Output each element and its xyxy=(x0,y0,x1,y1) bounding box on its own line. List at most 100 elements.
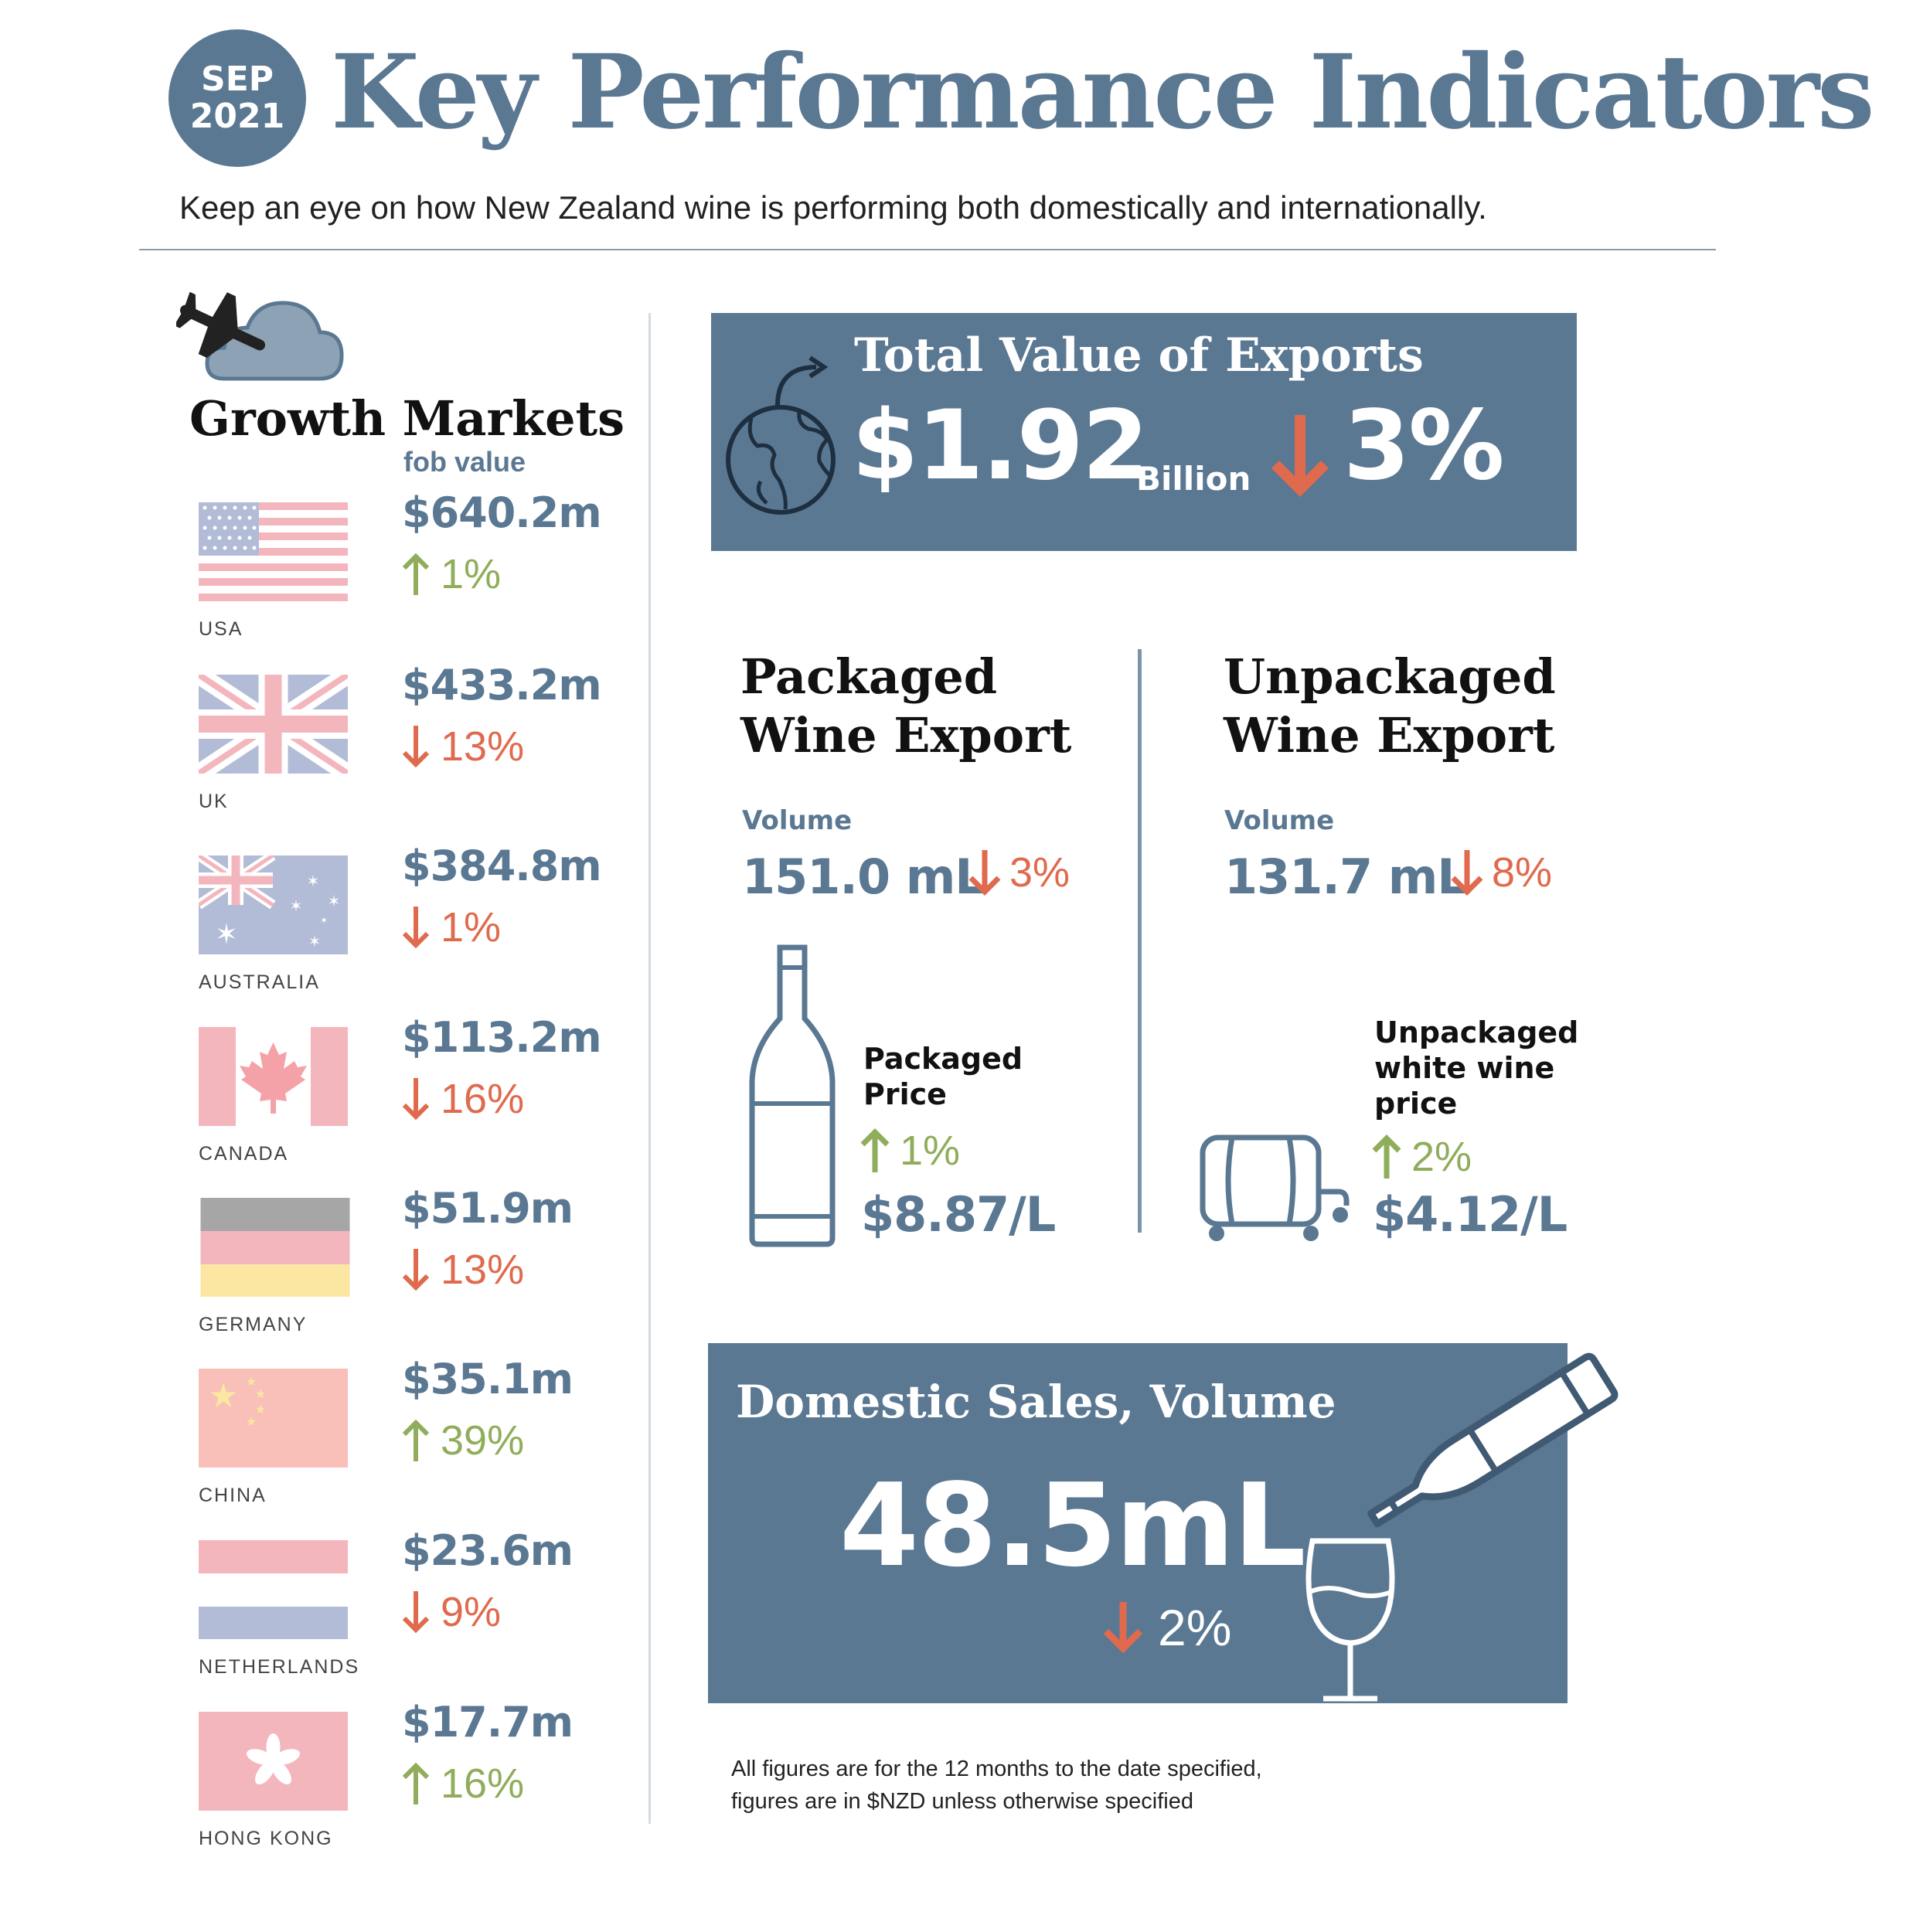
svg-text:★: ★ xyxy=(255,1402,266,1417)
market-australia: ✶ ✶ ✶ ✶ ✶ ✶ AUSTRALIA $384.8m 1% xyxy=(197,842,630,1026)
unpackaged-volume-change: 8% xyxy=(1450,849,1552,896)
wine-export-divider xyxy=(1138,649,1142,1233)
arrow-down-icon xyxy=(402,1078,430,1121)
arrow-down-icon xyxy=(1271,415,1329,497)
market-country: CHINA xyxy=(199,1485,267,1506)
uk-flag-icon xyxy=(199,675,348,774)
exports-unit: Billion xyxy=(1136,460,1251,498)
market-hong-kong: HONG KONG $17.7m 16% xyxy=(197,1698,630,1882)
unpackaged-title-line2: Wine Export xyxy=(1224,707,1555,764)
unpackaged-price-change: 2% xyxy=(1371,1133,1472,1181)
arrow-up-icon xyxy=(1372,1134,1401,1179)
market-change: 16% xyxy=(402,1075,524,1123)
market-change-value: 39% xyxy=(441,1417,525,1464)
market-change-value: 9% xyxy=(441,1589,502,1635)
arrow-up-icon xyxy=(860,1128,890,1172)
svg-text:★: ★ xyxy=(246,1414,257,1429)
packaged-title: Packaged Wine Export xyxy=(740,648,1071,765)
unpackaged-volume-value: 131.7 mL xyxy=(1224,849,1468,905)
market-change-value: 1% xyxy=(441,904,502,951)
exports-title: Total Value of Exports xyxy=(854,328,1424,383)
market-value: $23.6m xyxy=(402,1526,574,1575)
wine-glass-icon xyxy=(1305,1538,1395,1702)
hong-kong-flag-icon xyxy=(199,1712,348,1811)
packaged-volume-value: 151.0 mL xyxy=(742,849,985,905)
globe-export-icon xyxy=(726,355,836,515)
market-country: UK xyxy=(199,791,229,812)
unpackaged-title: Unpackaged Wine Export xyxy=(1224,648,1556,765)
market-change-value: 16% xyxy=(441,1076,525,1122)
packaged-price-label-line1: Packaged xyxy=(863,1042,1023,1076)
market-value: $433.2m xyxy=(402,661,602,709)
domestic-change-value: 2% xyxy=(1158,1599,1232,1656)
packaged-price-change: 1% xyxy=(859,1127,960,1175)
domestic-change: 2% xyxy=(1102,1598,1231,1657)
domestic-title: Domestic Sales, Volume xyxy=(736,1376,1336,1428)
svg-text:★: ★ xyxy=(208,1376,238,1416)
market-change-value: 13% xyxy=(441,1247,525,1293)
badge-month: SEP xyxy=(201,60,274,99)
footnote-line1: All figures are for the 12 months to the… xyxy=(731,1757,1262,1781)
market-change: 9% xyxy=(402,1588,501,1636)
column-divider xyxy=(648,313,651,1824)
wine-barrel-icon xyxy=(1200,1134,1350,1241)
unpackaged-price-label-line3: price xyxy=(1374,1087,1458,1121)
usa-flag-icon xyxy=(199,502,348,601)
svg-text:✶: ✶ xyxy=(308,932,322,951)
exports-value: $1.92 xyxy=(852,390,1149,502)
market-country: HONG KONG xyxy=(199,1828,333,1849)
market-country: USA xyxy=(199,618,243,640)
packaged-title-line1: Packaged xyxy=(740,648,998,705)
market-value: $640.2m xyxy=(402,488,602,537)
market-change: 13% xyxy=(402,723,524,770)
packaged-title-line2: Wine Export xyxy=(740,707,1072,764)
arrow-up-icon xyxy=(402,1419,430,1461)
china-flag-icon: ★ ★ ★ ★ ★ xyxy=(199,1369,348,1468)
domestic-sales-panel: Domestic Sales, Volume 48.5mL 2% xyxy=(708,1343,1568,1703)
packaged-volume-label: Volume xyxy=(742,805,853,836)
market-value: $51.9m xyxy=(402,1184,574,1233)
svg-text:✶: ✶ xyxy=(328,892,341,910)
market-china: ★ ★ ★ ★ ★ CHINA $35.1m 39% xyxy=(197,1355,630,1539)
fob-value-label: fob value xyxy=(403,446,526,478)
badge-year: 2021 xyxy=(189,97,285,136)
market-change: 1% xyxy=(402,550,501,598)
market-change: 39% xyxy=(402,1417,524,1464)
unpackaged-price-label-line1: Unpackaged xyxy=(1374,1015,1579,1049)
arrow-down-icon xyxy=(1103,1602,1143,1654)
market-country: NETHERLANDS xyxy=(199,1656,360,1678)
packaged-price-value: $8.87/L xyxy=(861,1186,1056,1243)
market-change: 1% xyxy=(402,903,501,951)
svg-text:✶: ✶ xyxy=(320,915,328,926)
market-change-value: 1% xyxy=(441,551,502,597)
page-subtitle: Keep an eye on how New Zealand wine is p… xyxy=(179,189,1487,226)
market-change: 13% xyxy=(402,1246,524,1294)
packaged-volume-change: 3% xyxy=(968,849,1070,896)
footnote: All figures are for the 12 months to the… xyxy=(731,1753,1262,1818)
market-change-value: 13% xyxy=(441,723,525,770)
arrow-down-icon xyxy=(1451,850,1483,896)
svg-text:✶: ✶ xyxy=(290,896,303,915)
market-country: GERMANY xyxy=(199,1314,308,1335)
arrow-down-icon xyxy=(402,1591,430,1634)
unpackaged-volume-label: Volume xyxy=(1224,805,1335,836)
unpackaged-price-label-line2: white wine xyxy=(1374,1051,1555,1085)
market-value: $35.1m xyxy=(402,1355,574,1403)
footnote-line2: figures are in $NZD unless otherwise spe… xyxy=(731,1789,1193,1814)
arrow-down-icon xyxy=(402,726,430,768)
australia-flag-icon: ✶ ✶ ✶ ✶ ✶ ✶ xyxy=(199,855,348,954)
growth-markets-title: Growth Markets xyxy=(189,390,625,447)
arrow-down-icon xyxy=(402,1249,430,1291)
market-uk: UK $433.2m 13% xyxy=(197,661,630,845)
germany-flag-icon xyxy=(200,1198,350,1297)
packaged-volume-change-value: 3% xyxy=(1009,849,1071,896)
total-exports-panel: Total Value of Exports $1.92 Billion 3% xyxy=(711,313,1577,551)
unpackaged-price-change-value: 2% xyxy=(1411,1134,1472,1180)
exports-change: 3% xyxy=(1343,390,1505,502)
arrow-down-icon xyxy=(402,906,430,949)
unpackaged-price-label: Unpackaged white wine price xyxy=(1374,1015,1578,1121)
arrow-down-icon xyxy=(968,850,1001,896)
svg-text:✶: ✶ xyxy=(307,872,320,890)
market-value: $113.2m xyxy=(402,1013,602,1062)
market-netherlands: NETHERLANDS $23.6m 9% xyxy=(197,1526,630,1710)
